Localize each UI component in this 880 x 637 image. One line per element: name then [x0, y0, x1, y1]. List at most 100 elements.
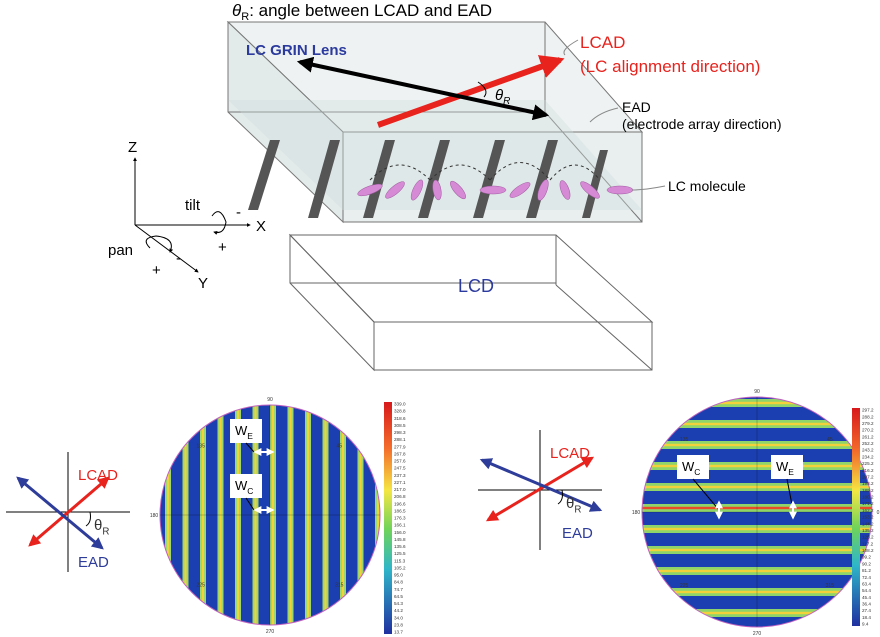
- colorbar-label: 216.2: [862, 468, 874, 473]
- colorbar-label: 288.1: [394, 437, 406, 442]
- colorbar-label: 186.5: [394, 508, 406, 513]
- colorbar-label: 308.5: [394, 423, 406, 428]
- colorbar-label: 36.4: [862, 602, 871, 607]
- text-subscript: C: [694, 467, 700, 477]
- colorbar-label: 227.1: [394, 480, 406, 485]
- colorbar-label: 339.0: [394, 402, 406, 407]
- colorbar-label: 328.8: [394, 409, 406, 414]
- text-subscript: E: [788, 467, 794, 477]
- angle-label: 180: [150, 513, 159, 519]
- colorbar-label: 243.2: [862, 448, 874, 453]
- axis-label: X: [256, 218, 266, 235]
- lcad-label: LCAD: [580, 33, 625, 52]
- colorbar-label: 23.8: [394, 622, 403, 627]
- colorbar: [852, 408, 860, 626]
- colorbar-label: 196.6: [394, 501, 406, 506]
- angle-label: 270: [753, 631, 762, 637]
- colorbar-label: 176.3: [394, 516, 406, 521]
- axis-label: Y: [198, 275, 208, 292]
- angle-label: 0: [877, 510, 880, 516]
- colorbar-label: 63.4: [862, 581, 871, 586]
- sign: +: [218, 239, 227, 256]
- colorbar-label: 162.2: [862, 508, 874, 513]
- colorbar-label: 267.8: [394, 451, 406, 456]
- colorbar-label: 298.3: [394, 430, 406, 435]
- lcd-label: LCD: [458, 276, 494, 296]
- angle-label: 315: [335, 582, 344, 588]
- colorbar-label: 288.2: [862, 414, 874, 419]
- colorbar-label: 45.4: [862, 595, 871, 600]
- text-subscript: E: [247, 431, 253, 441]
- pan-label: pan: [108, 242, 133, 259]
- text-main: θ: [94, 517, 102, 534]
- angle-label: 270: [266, 629, 275, 635]
- colorbar-label: 54.3: [394, 601, 403, 606]
- colorbar-label: 257.6: [394, 459, 406, 464]
- text-subscript: C: [247, 486, 253, 496]
- colorbar-label: 145.8: [394, 537, 406, 542]
- colorbar-label: 74.7: [394, 587, 403, 592]
- colorbar-label: 277.9: [394, 444, 406, 449]
- colorbar-label: 115.3: [394, 558, 406, 563]
- colorbar-label: 90.2: [862, 561, 871, 566]
- angle-label: 225: [197, 582, 206, 588]
- ead-label: EAD: [562, 525, 593, 542]
- angle-label: 135: [197, 444, 206, 450]
- colorbar-label: 95.0: [394, 573, 403, 578]
- colorbar-label: 225.2: [862, 461, 874, 466]
- colorbar-label: 84.8: [394, 580, 403, 585]
- colorbar-label: 217.0: [394, 487, 406, 492]
- colorbar-label: 108.2: [862, 548, 874, 553]
- sign: +: [152, 262, 161, 279]
- axis-label: Z: [128, 139, 137, 156]
- tilt-label: tilt: [185, 197, 201, 214]
- colorbar-label: 34.0: [394, 615, 403, 620]
- colorbar-label: 18.4: [862, 615, 871, 620]
- angle-label: 45: [827, 437, 833, 443]
- colorbar-label: 44.2: [394, 608, 403, 613]
- colorbar-label: 64.5: [394, 594, 403, 599]
- text-subscript: R: [574, 505, 581, 516]
- colorbar-label: 54.4: [862, 588, 871, 593]
- angle-label: 45: [337, 444, 343, 450]
- sign: -: [236, 204, 241, 221]
- axes: [135, 158, 250, 272]
- ead-note: (electrode array direction): [622, 116, 782, 132]
- colorbar-label: 105.2: [394, 565, 406, 570]
- angle-arc: [86, 512, 91, 526]
- angle-label: 90: [267, 397, 273, 403]
- text-main: W: [235, 478, 248, 493]
- colorbar-label: 206.8: [394, 494, 406, 499]
- ead-arrow: [18, 478, 102, 548]
- lens-label: LC GRIN Lens: [246, 42, 347, 59]
- angle-label: 180: [632, 510, 641, 516]
- colorbar-label: 198.2: [862, 481, 874, 486]
- colorbar-label: 252.2: [862, 441, 874, 446]
- colorbar-label: 279.2: [862, 421, 874, 426]
- angle-label: 225: [680, 583, 689, 589]
- lcd-box: [290, 235, 652, 370]
- angle-label: 90: [754, 389, 760, 395]
- colorbar-label: 9.4: [862, 622, 869, 627]
- colorbar-label: 171.2: [862, 501, 874, 506]
- theta-label: θR: [94, 517, 109, 538]
- colorbar-label: 117.2: [862, 541, 874, 546]
- colorbar-label: 189.2: [862, 488, 874, 493]
- colorbar-label: 261.2: [862, 434, 874, 439]
- colorbar-label: 81.2: [862, 568, 871, 573]
- colorbar-label: 126.2: [862, 535, 874, 540]
- colorbar-label: 13.7: [394, 630, 403, 635]
- colorbar-label: 27.4: [862, 608, 871, 613]
- colorbar-label: 156.0: [394, 530, 406, 535]
- ead-label: EAD: [78, 554, 109, 571]
- colorbar-label: 153.2: [862, 515, 874, 520]
- ead-arrow: [482, 460, 600, 510]
- figure: θR: angle between LCAD and EAD LC GRIN L…: [0, 0, 880, 637]
- colorbar-label: 237.3: [394, 473, 406, 478]
- colorbar-label: 99.2: [862, 555, 871, 560]
- colorbar-label: 166.1: [394, 523, 406, 528]
- lcad-note: (LC alignment direction): [580, 57, 760, 76]
- title: θR: angle between LCAD and EAD: [232, 1, 492, 23]
- colorbar-label: 234.2: [862, 454, 874, 459]
- colorbar-label: 297.2: [862, 408, 874, 413]
